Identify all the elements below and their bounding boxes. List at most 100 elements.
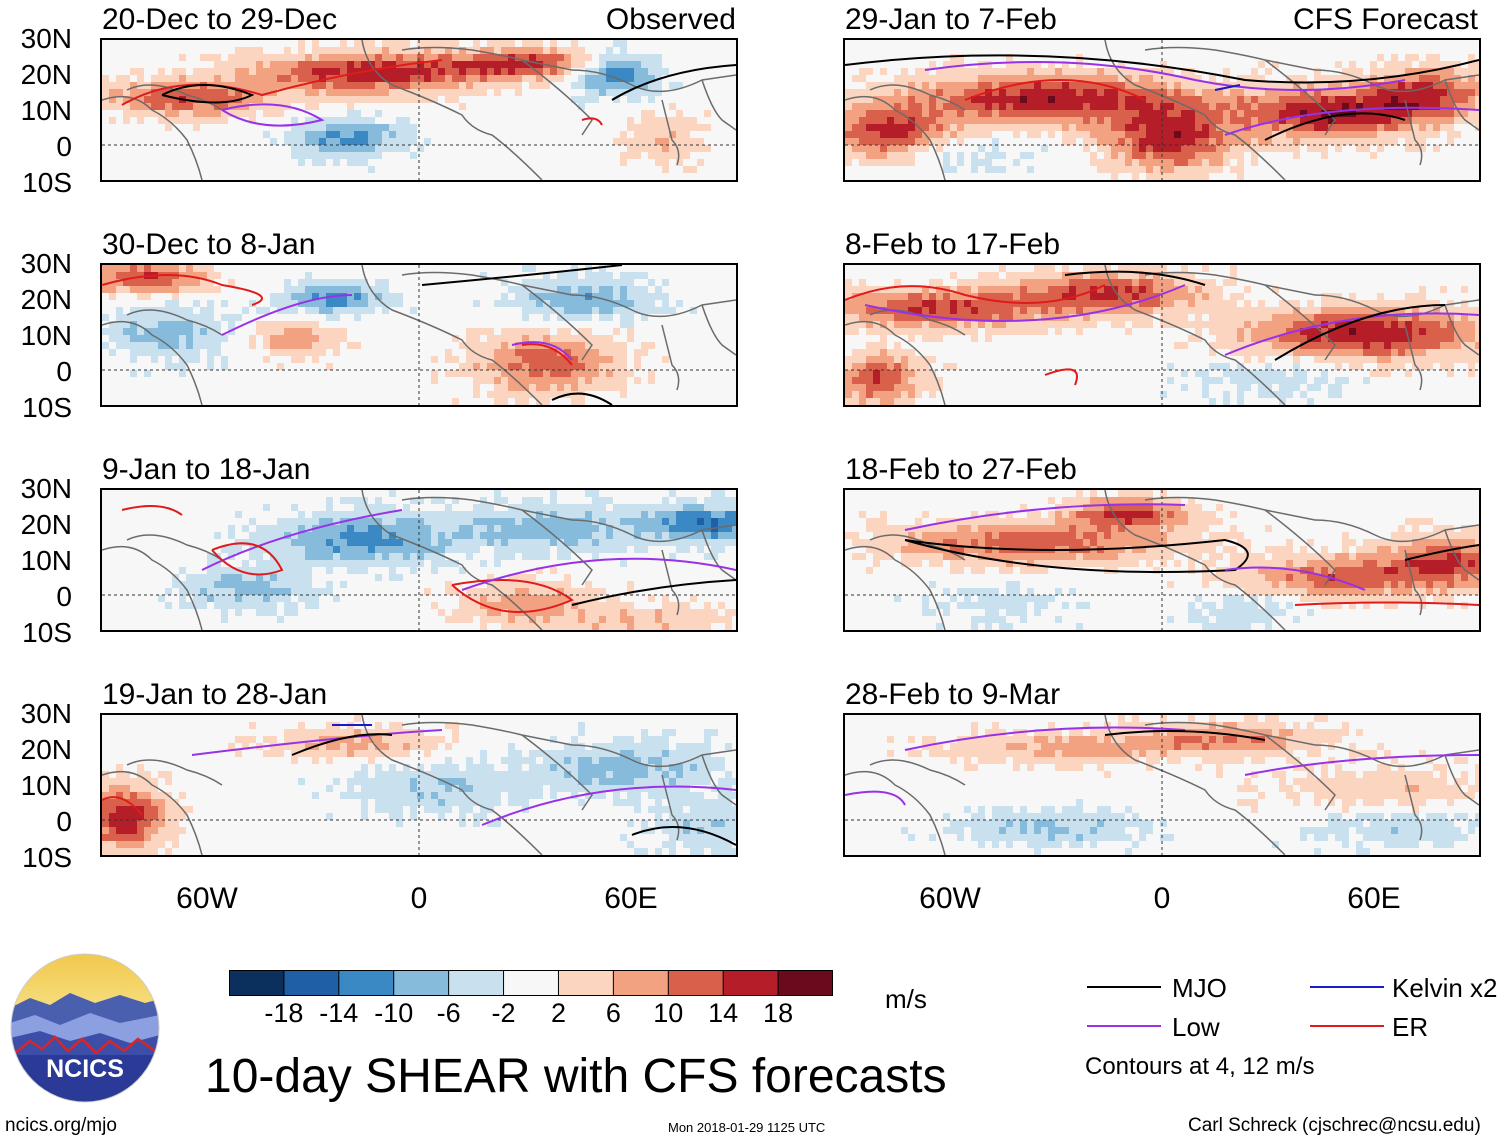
x-tick-fc-60e: 60E: [1347, 882, 1401, 915]
y-tick-row4-10s: 10S: [22, 842, 72, 873]
x-tick-obs-60e: 60E: [604, 882, 658, 915]
y-tick-row2-10s: 10S: [22, 392, 72, 423]
y-tick-row1-20n: 20N: [20, 59, 72, 90]
contour-kelvin: [1214, 84, 1241, 91]
contour-er: [451, 579, 574, 613]
contour-mjo: [1104, 730, 1266, 741]
colorbar-bin: [503, 970, 559, 996]
map-panel-observed-1: [100, 38, 738, 182]
observed-label: Observed: [605, 3, 736, 36]
map-panel-observed-2: [100, 263, 738, 407]
contour-er: [102, 274, 263, 306]
contour-low: [221, 103, 325, 127]
contour-mjo: [551, 392, 613, 405]
contour-mjo: [845, 54, 1479, 84]
y-tick-row2-10n: 10N: [20, 320, 72, 351]
colorbar-bin: [448, 970, 505, 996]
footer-url: ncics.org/mjo: [5, 1115, 117, 1136]
contour-er: [102, 796, 143, 816]
y-tick-row3-0: 0: [56, 581, 72, 612]
panel-title-obs-3: 9-Jan to 18-Jan: [102, 453, 311, 486]
panel-title-obs-4: 19-Jan to 28-Jan: [102, 678, 328, 711]
legend-mjo: MJO: [1172, 973, 1227, 1003]
colorbar-tick-label: 2: [550, 998, 566, 1028]
x-tick-obs-60w: 60W: [176, 882, 238, 915]
contour-mjo: [1404, 544, 1479, 561]
map-panel-forecast-3: [843, 488, 1481, 632]
colorbar-units: m/s: [885, 984, 927, 1014]
legend-lines-right: [1310, 986, 1384, 1027]
colorbar-bin: [283, 970, 340, 996]
colorbar-tick-label: 10: [653, 998, 684, 1028]
contour-er: [121, 505, 183, 516]
panel-title-fc-1: 29-Jan to 7-Feb: [845, 3, 1057, 36]
y-tick-row2-20n: 20N: [20, 284, 72, 315]
colorbar-bin: [723, 970, 779, 996]
contour-mjo: [161, 84, 255, 104]
panel-title-obs-1: 20-Dec to 29-Dec: [102, 3, 338, 36]
contour-mjo: [1274, 304, 1446, 361]
panel-title-obs-2: 30-Dec to 8-Jan: [102, 228, 316, 261]
contour-er: [121, 59, 443, 106]
contour-mjo: [291, 733, 393, 756]
y-tick-row3-10s: 10S: [22, 617, 72, 648]
contour-mjo: [1064, 270, 1206, 286]
main-title: 10-day SHEAR with CFS forecasts: [205, 1050, 947, 1103]
legend-low: Low: [1172, 1012, 1220, 1042]
contour-er: [521, 343, 573, 366]
colorbar-bin: [393, 970, 450, 996]
colorbar-bin: [338, 970, 395, 996]
colorbar-bin: [613, 970, 669, 996]
contour-low: [1244, 754, 1479, 776]
contour-note: Contours at 4, 12 m/s: [1085, 1053, 1315, 1080]
legend-kelvin: Kelvin x2: [1392, 973, 1498, 1003]
y-tick-row1-30n: 30N: [20, 23, 72, 54]
colorbar: [228, 970, 834, 996]
contour-low: [864, 284, 1186, 322]
colorbar-bin: [668, 970, 724, 996]
footer-credit: Carl Schreck (cjschrec@ncsu.edu): [1188, 1115, 1481, 1136]
contour-low: [481, 785, 736, 826]
contour-er: [581, 117, 603, 126]
y-tick-row4-20n: 20N: [20, 734, 72, 765]
map-panel-forecast-1: [843, 38, 1481, 182]
forecast-label: CFS Forecast: [1292, 3, 1478, 36]
x-tick-fc-0: 0: [1153, 882, 1171, 915]
y-tick-row3-20n: 20N: [20, 509, 72, 540]
y-tick-row4-0: 0: [56, 806, 72, 837]
map-panel-observed-3: [100, 488, 738, 632]
contour-low: [1224, 106, 1479, 136]
contour-low: [904, 503, 1186, 531]
y-tick-row3-30n: 30N: [20, 473, 72, 504]
contour-mjo: [631, 826, 736, 846]
colorbar-tick-label: -6: [436, 998, 461, 1028]
panel-title-fc-3: 18-Feb to 27-Feb: [845, 453, 1077, 486]
contour-mjo: [611, 64, 736, 101]
contour-low: [904, 726, 1186, 751]
y-tick-row4-10n: 10N: [20, 770, 72, 801]
contour-mjo: [571, 579, 736, 606]
y-tick-row2-0: 0: [56, 356, 72, 387]
x-tick-obs-0: 0: [410, 882, 428, 915]
contour-mjo: [421, 265, 623, 286]
y-tick-row3-10n: 10N: [20, 545, 72, 576]
y-tick-row1-0: 0: [56, 131, 72, 162]
x-tick-fc-60w: 60W: [919, 882, 981, 915]
contour-low: [221, 294, 353, 336]
colorbar-tick-label: -14: [319, 998, 359, 1028]
colorbar-tick-label: 18: [763, 998, 794, 1028]
y-tick-row2-30n: 30N: [20, 248, 72, 279]
contour-low: [845, 790, 906, 806]
contour-er: [1294, 601, 1479, 606]
map-panel-forecast-2: [843, 263, 1481, 407]
contour-low: [511, 341, 573, 361]
colorbar-bin: [558, 970, 614, 996]
colorbar-tick-label: 6: [605, 998, 621, 1028]
logo-text: NCICS: [46, 1055, 124, 1083]
ncics-logo: NCICS: [10, 953, 160, 1103]
colorbar-tick-label: -18: [264, 998, 304, 1028]
colorbar-tick-label: -10: [374, 998, 414, 1028]
panel-title-fc-4: 28-Feb to 9-Mar: [845, 678, 1061, 711]
colorbar-bin: [229, 970, 285, 996]
contour-mjo: [1264, 112, 1406, 141]
